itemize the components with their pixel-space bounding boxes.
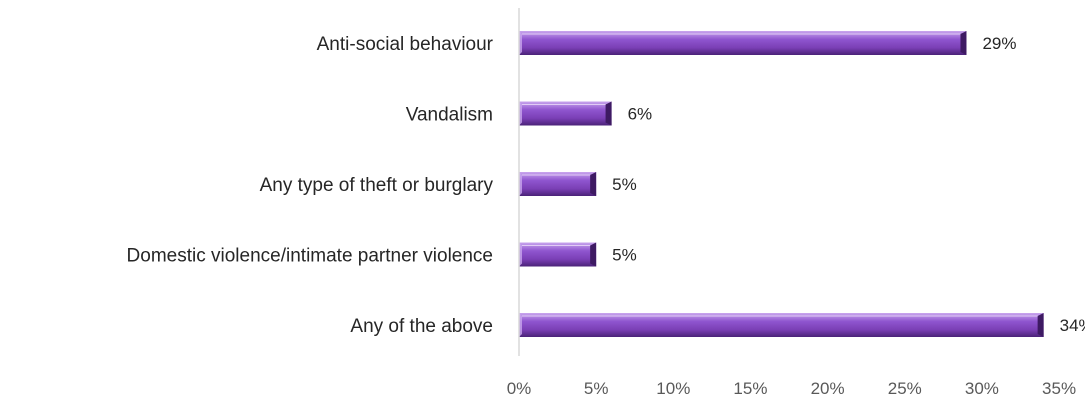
x-tick-label: 5% — [584, 379, 609, 398]
x-tick-label: 10% — [656, 379, 690, 398]
category-label: Any of the above — [350, 316, 493, 337]
category-label: Domestic violence/intimate partner viole… — [127, 246, 493, 267]
value-label: 5% — [612, 246, 637, 265]
x-tick-label: 35% — [1042, 379, 1076, 398]
bar — [519, 172, 597, 196]
bar — [519, 313, 1044, 337]
category-label: Any type of theft or burglary — [260, 175, 494, 196]
value-label: 6% — [628, 105, 653, 124]
value-label: 5% — [612, 175, 637, 194]
category-label: Anti-social behaviour — [317, 34, 494, 55]
value-label: 29% — [982, 34, 1016, 53]
value-labels: 29% 6% 5% 5% 34% — [612, 34, 1085, 335]
x-tick-label: 15% — [733, 379, 767, 398]
bars-layer — [519, 31, 1044, 337]
x-tick-label: 25% — [888, 379, 922, 398]
x-tick-label: 20% — [811, 379, 845, 398]
x-axis-tick-labels: 0%5%10%15%20%25%30%35%40% — [507, 379, 1076, 398]
value-label: 34% — [1060, 316, 1085, 335]
bar — [519, 242, 597, 267]
category-labels: Anti-social behaviour Vandalism Any type o… — [127, 34, 494, 337]
bar — [519, 101, 612, 126]
x-tick-label: 30% — [965, 379, 999, 398]
x-tick-label: 0% — [507, 379, 532, 398]
bar — [519, 31, 967, 55]
category-label: Vandalism — [406, 105, 493, 126]
